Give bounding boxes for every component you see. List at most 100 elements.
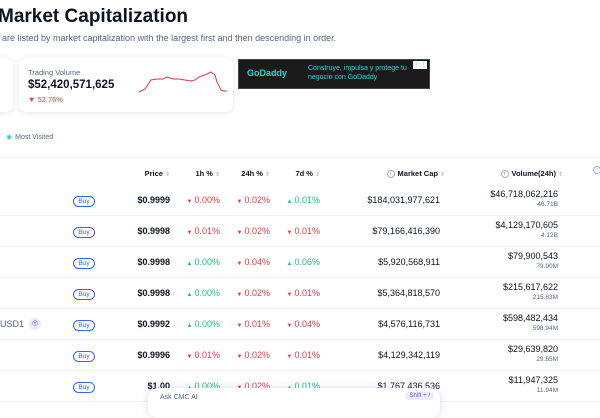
market-cap: $4,576,116,731 — [378, 319, 440, 329]
volume-short: 598.94M — [532, 325, 558, 332]
price: $0.9992 — [137, 319, 170, 329]
sort-icon: ⇕ — [557, 172, 563, 178]
volume-24h: $4,129,170,605 4.12B — [495, 220, 558, 239]
change-24h: 0.04% — [237, 257, 270, 267]
change-24h: 0.02% — [237, 381, 270, 391]
volume-24h: $215,617,622 215.63M — [502, 282, 558, 301]
change-24h: 0.02% — [237, 350, 270, 360]
column-header-price[interactable]: Price ⇕ — [144, 169, 170, 178]
sort-icon: ⇕ — [214, 172, 220, 178]
trading-volume-sparkline — [138, 71, 227, 93]
keyboard-shortcut: Shift + / — [405, 392, 434, 400]
coin-symbol[interactable]: USD1 — [0, 319, 25, 329]
volume-short: 4.12B — [541, 232, 558, 239]
change-24h: 0.01% — [237, 319, 270, 329]
price: $0.9998 — [137, 257, 170, 267]
table-row[interactable]: Buy $0.9998 0.00% 0.02% 0.01% $5,364,818,570 $… — [0, 278, 600, 309]
price: $1.00 — [147, 381, 170, 391]
table-header: Price ⇕ 1h % ⇕ 24h % ⇕ 7d % ⇕ i Market Cap ⇕ i… — [0, 157, 600, 188]
table-row[interactable]: Buy $0.9999 0.00% 0.02% 0.01% $184,031,977,62… — [0, 185, 600, 216]
ad-text: Construye, impulsa y protege tu negocio c… — [308, 65, 407, 81]
divider — [0, 157, 600, 158]
column-header-market-cap[interactable]: i Market Cap ⇕ — [386, 169, 445, 179]
ad-info-icon[interactable]: ⓘ ⋮ — [413, 61, 427, 69]
trading-volume-change: ▼ 52.76% — [28, 95, 63, 104]
info-icon[interactable]: i — [593, 166, 600, 174]
column-header-24h[interactable]: 24h % ⇕ — [241, 169, 270, 178]
ask-cmc-ai-label: Ask CMC AI — [160, 394, 198, 401]
column-header-volume[interactable]: i Volume(24h) ⇕ — [500, 169, 563, 179]
table-row[interactable]: Buy $0.9998 0.00% 0.04% 0.06% $5,920,568,911 $… — [0, 247, 600, 278]
volume-short: 29.65M — [536, 356, 558, 363]
volume-24h: $46,718,062,216 46.71B — [490, 189, 558, 208]
market-cap: $4,129,342,119 — [378, 350, 440, 360]
buy-button[interactable]: Buy — [73, 351, 95, 362]
market-cap: $5,920,568,911 — [378, 257, 440, 267]
divider — [0, 246, 600, 247]
volume-24h: $598,482,434 598.94M — [502, 313, 558, 332]
sort-icon: ⇕ — [439, 172, 445, 178]
table-row[interactable]: USD1 ◎ Buy $0.9992 0.00% 0.01% 0.04% $4,576,116… — [0, 309, 600, 340]
change-1h: 0.00% — [187, 319, 220, 329]
buy-button[interactable]: Buy — [73, 258, 95, 269]
column-header-7d[interactable]: 7d % ⇕ — [295, 169, 320, 178]
change-7d: 0.06% — [287, 257, 320, 267]
volume-short: 215.63M — [532, 294, 558, 301]
divider — [0, 215, 600, 216]
change-1h: 0.00% — [187, 288, 220, 298]
market-cap: $184,031,977,621 — [367, 195, 440, 205]
divider — [0, 308, 600, 309]
sort-icon: ⇕ — [264, 172, 270, 178]
volume-short: 11.94M — [536, 387, 558, 394]
info-icon[interactable]: i — [500, 170, 509, 179]
volume-24h: $11,947,325 11.94M — [508, 375, 558, 394]
sort-icon: ⇕ — [314, 172, 320, 178]
column-header-1h[interactable]: 1h % ⇕ — [195, 169, 220, 178]
change-1h: 0.01% — [187, 350, 220, 360]
volume-24h: $29,639,820 29.65M — [507, 344, 558, 363]
price: $0.9998 — [137, 288, 170, 298]
divider — [0, 370, 600, 371]
change-1h: 0.00% — [187, 381, 220, 391]
change-24h: 0.02% — [237, 195, 270, 205]
page-title: Market Capitalization — [0, 6, 189, 27]
buy-button[interactable]: Buy — [73, 196, 95, 207]
info-icon[interactable]: i — [386, 170, 395, 179]
trading-volume-value: $52,420,571,625 — [28, 79, 115, 91]
eye-icon: ◉ — [6, 134, 13, 141]
buy-button[interactable]: Buy — [73, 382, 95, 393]
buy-button[interactable]: Buy — [73, 289, 95, 300]
table-row[interactable]: Buy $0.9998 0.01% 0.02% 0.01% $79,166,416,390… — [0, 216, 600, 247]
divider — [0, 277, 600, 278]
godaddy-logo: GoDaddy — [247, 68, 288, 78]
ask-cmc-ai-box[interactable]: Ask CMC AI Shift + / — [148, 388, 440, 418]
change-7d: 0.01% — [287, 195, 320, 205]
table-row[interactable]: Buy $0.9996 0.01% 0.02% 0.01% $4,129,342,119 $… — [0, 340, 600, 371]
advertisement-banner[interactable]: GoDaddy Construye, impulsa y protege tu n… — [238, 59, 430, 89]
price: $0.9998 — [137, 226, 170, 236]
trading-volume-label: Trading Volume — [28, 68, 81, 77]
change-1h: 0.00% — [187, 257, 220, 267]
divider — [0, 339, 600, 340]
change-1h: 0.01% — [187, 226, 220, 236]
change-7d: 0.01% — [287, 226, 320, 236]
change-1h: 0.00% — [187, 195, 220, 205]
market-cap: $5,364,818,570 — [377, 288, 440, 298]
market-cap: $79,166,416,390 — [372, 226, 440, 236]
trading-volume-card[interactable]: Trading Volume $52,420,571,625 ▼ 52.76% — [19, 58, 233, 112]
caret-down-icon: ▼ — [28, 95, 38, 104]
ai-icon[interactable]: ◎ — [29, 318, 41, 330]
buy-button[interactable]: Buy — [73, 227, 95, 238]
change-24h: 0.02% — [237, 288, 270, 298]
price: $0.9999 — [137, 195, 170, 205]
change-7d: 0.01% — [287, 288, 320, 298]
change-7d: 0.04% — [287, 319, 320, 329]
volume-short: 79.90M — [536, 263, 558, 270]
sort-icon: ⇕ — [164, 172, 170, 178]
most-visited-filter[interactable]: ◉ Most Visited — [6, 134, 54, 141]
market-cap-card — [0, 58, 13, 112]
change-7d: 0.01% — [287, 350, 320, 360]
page-subtitle: are listed by market capitalization with… — [2, 33, 337, 43]
volume-short: 46.71B — [537, 201, 558, 208]
buy-button[interactable]: Buy — [73, 320, 95, 331]
